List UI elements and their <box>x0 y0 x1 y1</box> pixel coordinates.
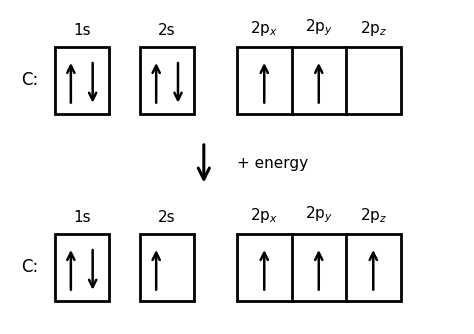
Text: 1s: 1s <box>73 210 91 225</box>
Bar <box>55 234 109 301</box>
Bar <box>237 47 401 114</box>
Text: 2p$_y$: 2p$_y$ <box>305 18 333 38</box>
Bar <box>55 47 109 114</box>
Text: 2s: 2s <box>158 23 176 38</box>
Text: 2p$_z$: 2p$_z$ <box>360 19 387 38</box>
Bar <box>237 234 401 301</box>
Bar <box>140 234 194 301</box>
Text: C:: C: <box>21 71 38 89</box>
Text: C:: C: <box>21 258 38 276</box>
Text: 2p$_x$: 2p$_x$ <box>250 19 278 38</box>
Text: + energy: + energy <box>237 156 308 171</box>
Text: 2p$_y$: 2p$_y$ <box>305 205 333 225</box>
Bar <box>140 47 194 114</box>
Text: 2p$_x$: 2p$_x$ <box>250 206 278 225</box>
Text: 2s: 2s <box>158 210 176 225</box>
Text: 1s: 1s <box>73 23 91 38</box>
Text: 2p$_z$: 2p$_z$ <box>360 206 387 225</box>
